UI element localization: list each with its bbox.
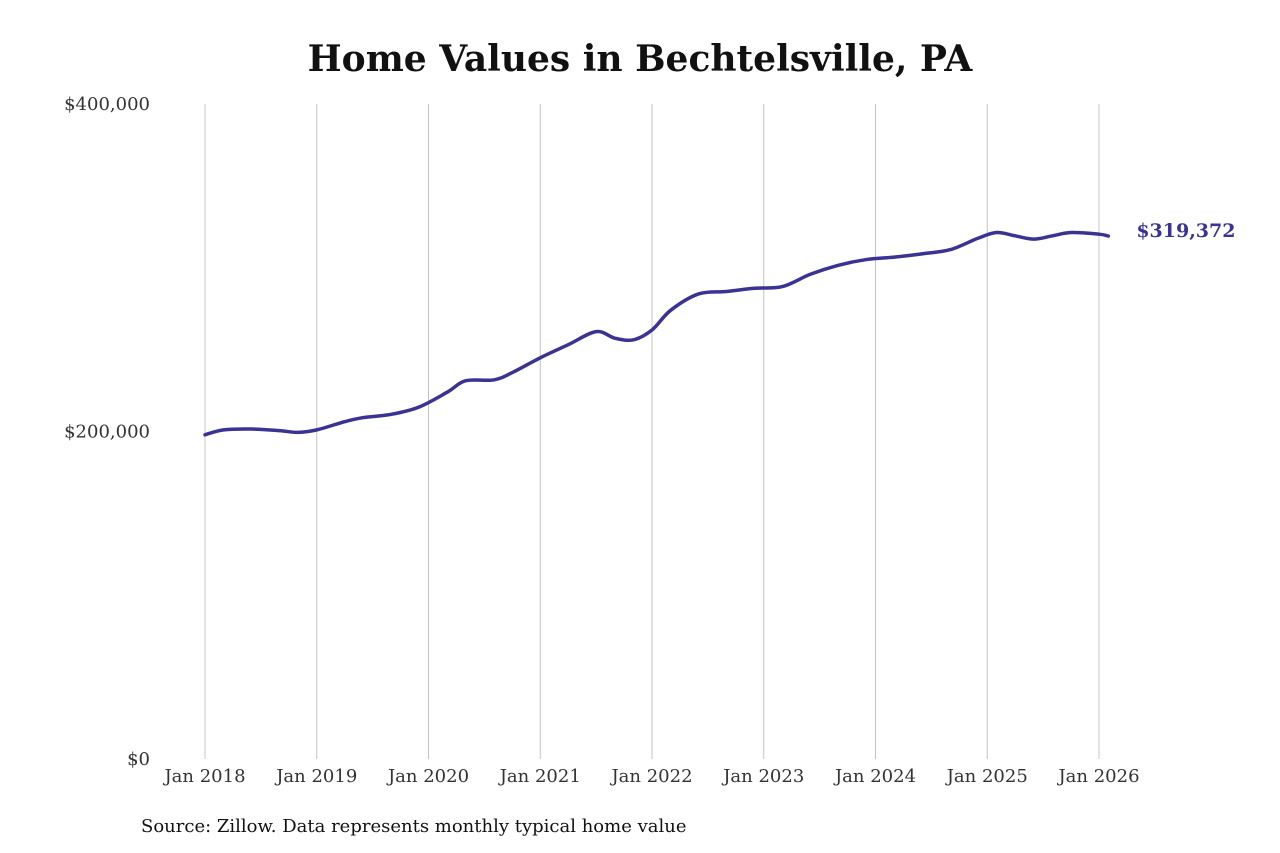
y-axis: $0 $200,000 $400,000: [64, 94, 150, 770]
end-value-label: $319,372: [1136, 220, 1235, 242]
x-tick-label: Jan 2023: [721, 766, 804, 787]
x-axis: Jan 2018 Jan 2019 Jan 2020 Jan 2021 Jan 2022…: [162, 766, 1139, 787]
x-tick-label: Jan 2019: [274, 766, 357, 787]
chart-title: Home Values in Bechtelsville, PA: [307, 38, 973, 80]
end-label-layer: $319,372: [1136, 220, 1235, 242]
x-tick-label: Jan 2020: [386, 766, 469, 787]
grid-lines: [204, 104, 1100, 759]
x-tick-label: Jan 2022: [609, 766, 692, 787]
x-tick-label: Jan 2021: [498, 766, 581, 787]
x-tick-label: Jan 2026: [1056, 766, 1139, 787]
y-tick-label: $200,000: [64, 422, 150, 443]
x-tick-label: Jan 2025: [945, 766, 1028, 787]
series-line-home-value: [203, 230, 1111, 437]
source-note: Source: Zillow. Data represents monthly …: [141, 816, 687, 837]
y-tick-label: $400,000: [64, 94, 150, 115]
series-layer: [203, 230, 1111, 437]
y-tick-label: $0: [127, 749, 150, 770]
x-tick-label: Jan 2018: [162, 766, 245, 787]
x-tick-label: Jan 2024: [833, 766, 916, 787]
